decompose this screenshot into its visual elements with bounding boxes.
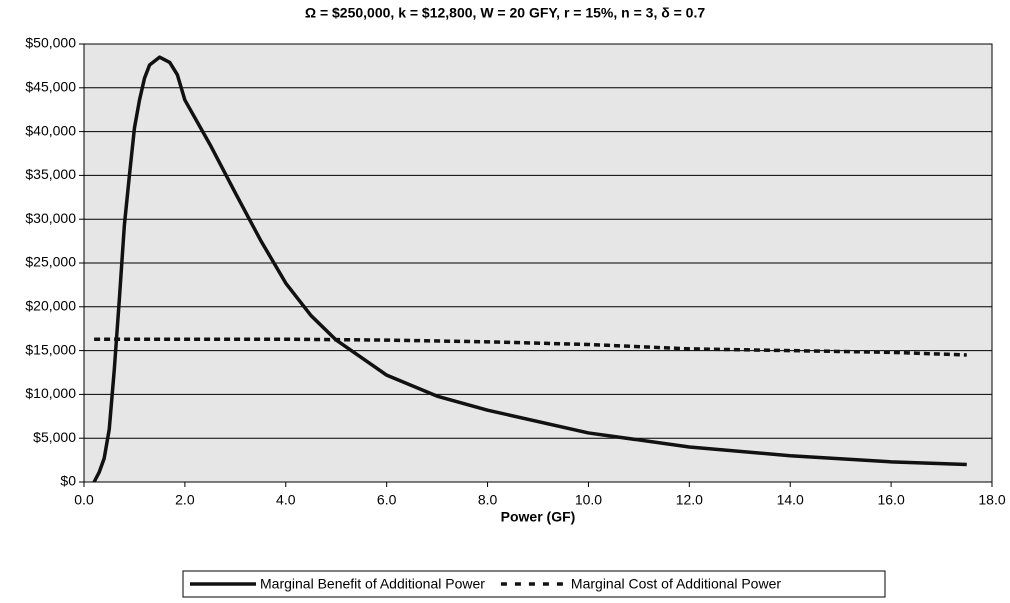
y-tick-label: $0	[60, 473, 76, 489]
y-tick-label: $25,000	[25, 254, 76, 270]
x-tick-label: 8.0	[478, 492, 498, 508]
y-tick-label: $50,000	[25, 35, 76, 51]
x-tick-label: 0.0	[74, 492, 94, 508]
legend-label: Marginal Cost of Additional Power	[571, 576, 781, 592]
chart-title: Ω = $250,000, k = $12,800, W = 20 GFY, r…	[305, 5, 706, 21]
x-tick-label: 10.0	[575, 492, 602, 508]
x-tick-label: 6.0	[377, 492, 397, 508]
y-tick-label: $10,000	[25, 385, 76, 401]
y-tick-label: $45,000	[25, 79, 76, 95]
y-tick-label: $40,000	[25, 122, 76, 138]
y-tick-label: $35,000	[25, 166, 76, 182]
line-series	[92, 55, 967, 483]
line-series	[94, 337, 967, 357]
x-axis-label: Power (GF)	[501, 509, 576, 525]
x-tick-label: 16.0	[877, 492, 904, 508]
x-tick-label: 18.0	[978, 492, 1005, 508]
legend-label: Marginal Benefit of Additional Power	[260, 576, 485, 592]
x-tick-label: 2.0	[175, 492, 195, 508]
x-tick-label: 14.0	[777, 492, 804, 508]
x-tick-label: 12.0	[676, 492, 703, 508]
y-tick-label: $30,000	[25, 210, 76, 226]
x-tick-label: 4.0	[276, 492, 296, 508]
y-tick-label: $20,000	[25, 298, 76, 314]
y-tick-label: $5,000	[33, 429, 76, 445]
legend: Marginal Benefit of Additional Power Marg…	[182, 570, 886, 598]
y-tick-label: $15,000	[25, 341, 76, 357]
